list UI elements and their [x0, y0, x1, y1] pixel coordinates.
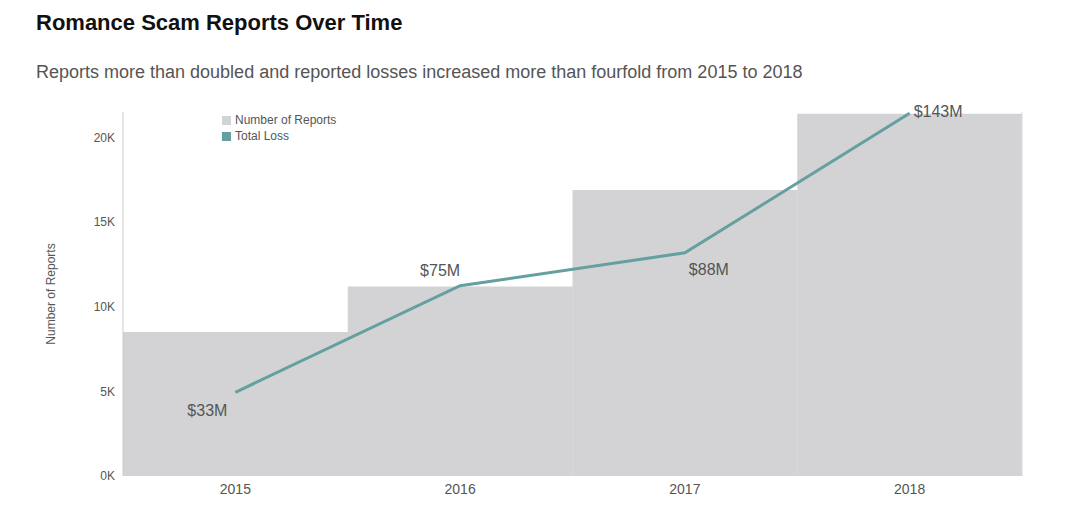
svg-text:2016: 2016	[445, 481, 476, 497]
svg-text:2015: 2015	[220, 481, 251, 497]
html-text:Number of Reports: Number of Reports	[235, 113, 337, 127]
svg-text:Number of Reports: Number of Reports	[44, 243, 58, 344]
svg-text:2017: 2017	[669, 481, 700, 497]
svg-text:2018: 2018	[894, 481, 925, 497]
html-text:Romance Scam Reports Over Time: Romance Scam Reports Over Time	[36, 10, 403, 35]
svg-text:20K: 20K	[94, 131, 115, 145]
svg-text:$75M: $75M	[420, 262, 460, 279]
svg-text:$33M: $33M	[187, 402, 227, 419]
html-text:Total Loss: Total Loss	[235, 129, 289, 143]
svg-text:5K: 5K	[100, 385, 115, 399]
svg-text:10K: 10K	[94, 300, 115, 314]
html-text:Reports more than doubled and: Reports more than doubled and reported l…	[36, 62, 803, 82]
svg-text:15K: 15K	[94, 215, 115, 229]
svg-text:$88M: $88M	[689, 261, 729, 278]
svg-text:$143M: $143M	[914, 103, 963, 120]
svg-text:0K: 0K	[100, 469, 115, 483]
